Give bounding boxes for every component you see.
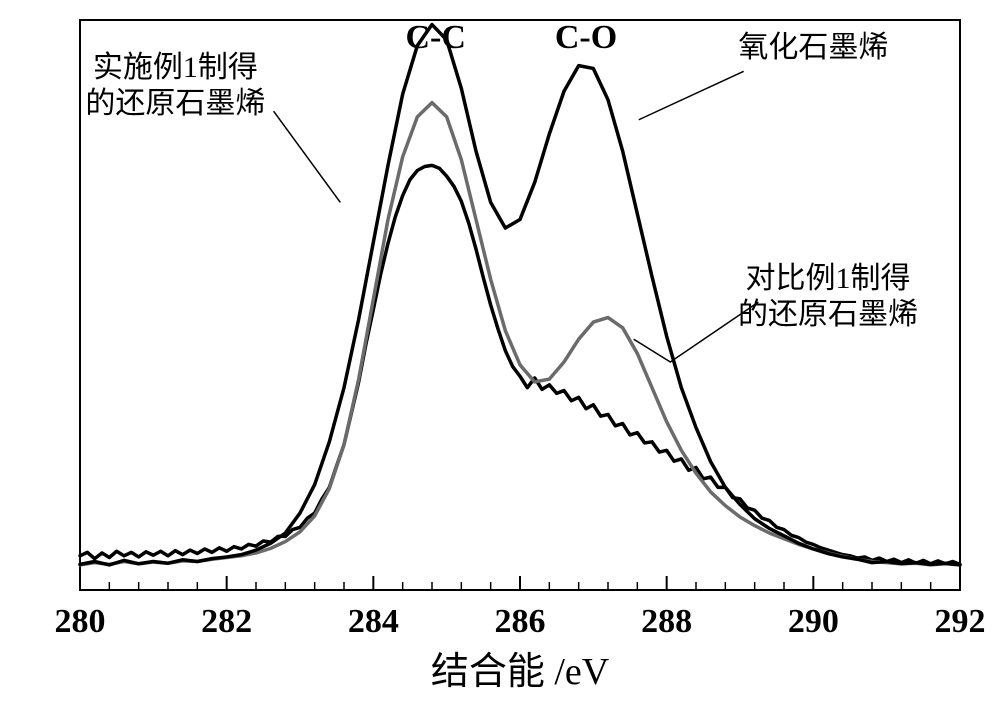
peak-label: C-C xyxy=(405,19,465,56)
xps-spectrum-chart: 280 282 284 286 288 290 292 结合能 /eV C-C C-O 实施例1制得… xyxy=(0,0,1000,716)
x-axis-title: 结合能 /eV xyxy=(431,651,610,693)
callout-example-1-label: 实施例1制得 xyxy=(93,51,258,84)
x-tick-label: 288 xyxy=(641,603,692,640)
x-tick-label: 284 xyxy=(348,603,399,640)
callout-example-1-leader xyxy=(274,111,341,202)
callout-comparative-1-label: 对比例1制得 xyxy=(746,262,911,295)
x-tick-label: 286 xyxy=(495,603,546,640)
callout-graphene-oxide-label: 氧化石墨烯 xyxy=(738,31,888,64)
callout-comparative-1-label: 的还原石墨烯 xyxy=(738,298,918,331)
x-tick-label: 282 xyxy=(201,603,252,640)
x-tick-label: 280 xyxy=(55,603,106,640)
series-comparative-example-1 xyxy=(80,103,960,565)
chart-container: 280 282 284 286 288 290 292 结合能 /eV C-C C-O 实施例1制得… xyxy=(0,0,1000,716)
x-tick-label: 290 xyxy=(788,603,839,640)
callout-example-1-label: 的还原石墨烯 xyxy=(85,87,265,120)
peak-label: C-O xyxy=(555,19,617,56)
callout-graphene-oxide-leader xyxy=(639,71,744,119)
x-tick-label: 292 xyxy=(935,603,986,640)
